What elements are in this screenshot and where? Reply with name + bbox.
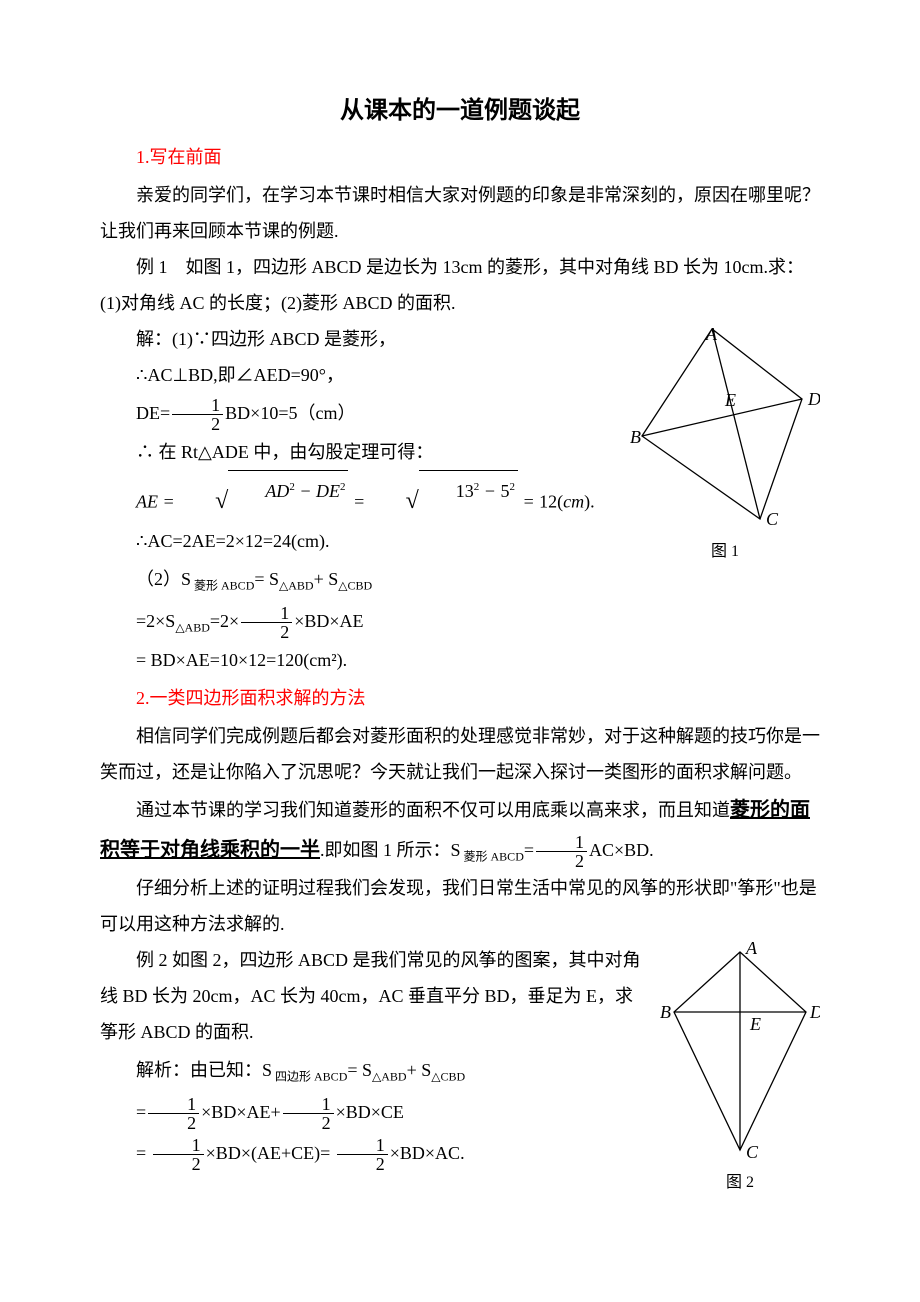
svg-text:A: A [705, 324, 718, 344]
section-1-heading: 1.写在前面 [100, 143, 820, 169]
text: + S [314, 569, 339, 589]
svg-text:B: B [630, 427, 641, 447]
svg-text:D: D [807, 389, 820, 409]
text: 通过本节课的学习我们知道菱形的面积不仅可以用底乘以高来求，而且知道 [136, 800, 730, 820]
text: =2×S [136, 611, 175, 631]
rhombus-diagram: A B C D E [630, 321, 820, 531]
figure-1-caption: 图 1 [630, 537, 820, 561]
frac-den: 2 [241, 623, 292, 641]
svg-text:B: B [660, 1002, 671, 1022]
frac-den: 2 [172, 415, 223, 433]
text: + S [407, 1060, 432, 1080]
section2-para3: 仔细分析上述的证明过程我们会发现，我们日常生活中常见的风筝的形状即"筝形"也是可… [100, 870, 820, 942]
figure-2-caption: 图 2 [660, 1168, 820, 1192]
section2-para1: 相信同学们完成例题后都会对菱形面积的处理感觉非常妙，对于这种解题的技巧你是一笑而… [100, 718, 820, 790]
text: = [524, 840, 534, 860]
text: = S [254, 569, 279, 589]
figure-2: A B C D E 图 2 [660, 942, 820, 1192]
frac-num: 1 [148, 1095, 199, 1114]
text: = [136, 1143, 151, 1163]
frac-den: 2 [148, 1114, 199, 1132]
text: = S [347, 1060, 372, 1080]
text: ×BD×AC. [390, 1143, 465, 1163]
frac-num: 1 [283, 1095, 334, 1114]
svg-text:C: C [746, 1142, 759, 1162]
sub: 菱形 ABCD [461, 850, 524, 864]
text: .即如图 1 所示：S [320, 840, 461, 860]
text: = [136, 1102, 146, 1122]
sub: △ABD [175, 620, 210, 634]
sub: △CBD [338, 579, 372, 593]
text: DE= [136, 403, 170, 423]
document-title: 从课本的一道例题谈起 [100, 90, 820, 125]
text: 解析：由已知：S [136, 1060, 272, 1080]
svg-text:D: D [809, 1002, 820, 1022]
text: （2）S [136, 569, 191, 589]
frac-num: 1 [241, 604, 292, 623]
sol-line-8: =2×S△ABD=2×12×BD×AE [100, 601, 820, 642]
sol-line-7: （2）S 菱形 ABCD= S△ABD+ S△CBD [100, 559, 820, 600]
sol-line-9: = BD×AE=10×12=120(cm²). [100, 642, 820, 678]
text: = BD×AE=10×12=120(cm²). [136, 650, 347, 670]
frac-den: 2 [337, 1155, 388, 1173]
section1-para1: 亲爱的同学们，在学习本节课时相信大家对例题的印象是非常深刻的，原因在哪里呢？让我… [100, 177, 820, 249]
svg-text:C: C [766, 509, 779, 529]
text: BD×10=5（cm） [225, 403, 355, 423]
example1-statement: 例 1 如图 1，四边形 ABCD 是边长为 13cm 的菱形，其中对角线 BD… [100, 249, 820, 321]
frac-den: 2 [536, 852, 587, 870]
text: ×BD×AE+ [201, 1102, 280, 1122]
text: ×BD×CE [336, 1102, 404, 1122]
section-2-heading: 2.一类四边形面积求解的方法 [100, 684, 820, 710]
sub: 菱形 ABCD [191, 579, 254, 593]
svg-text:E: E [724, 390, 736, 410]
text: AC×BD. [589, 840, 654, 860]
sub: △ABD [372, 1070, 407, 1084]
section2-para2: 通过本节课的学习我们知道菱形的面积不仅可以用底乘以高来求，而且知道菱形的面积等于… [100, 790, 820, 870]
frac-num: 1 [153, 1136, 204, 1155]
figure-1: A B C D E 图 1 [630, 321, 820, 561]
sub: △CBD [431, 1070, 465, 1084]
frac-num: 1 [536, 833, 587, 852]
frac-den: 2 [283, 1114, 334, 1132]
text: ×BD×(AE+CE)= [206, 1143, 335, 1163]
svg-text:E: E [749, 1014, 761, 1034]
text: =2× [210, 611, 239, 631]
frac-num: 1 [172, 396, 223, 415]
svg-text:A: A [745, 942, 758, 958]
frac-num: 1 [337, 1136, 388, 1155]
sub: △ABD [279, 579, 314, 593]
text: ×BD×AE [294, 611, 363, 631]
page: 从课本的一道例题谈起 1.写在前面 亲爱的同学们，在学习本节课时相信大家对例题的… [0, 0, 920, 1302]
frac-den: 2 [153, 1155, 204, 1173]
sub: 四边形 ABCD [272, 1070, 347, 1084]
kite-diagram: A B C D E [660, 942, 820, 1162]
